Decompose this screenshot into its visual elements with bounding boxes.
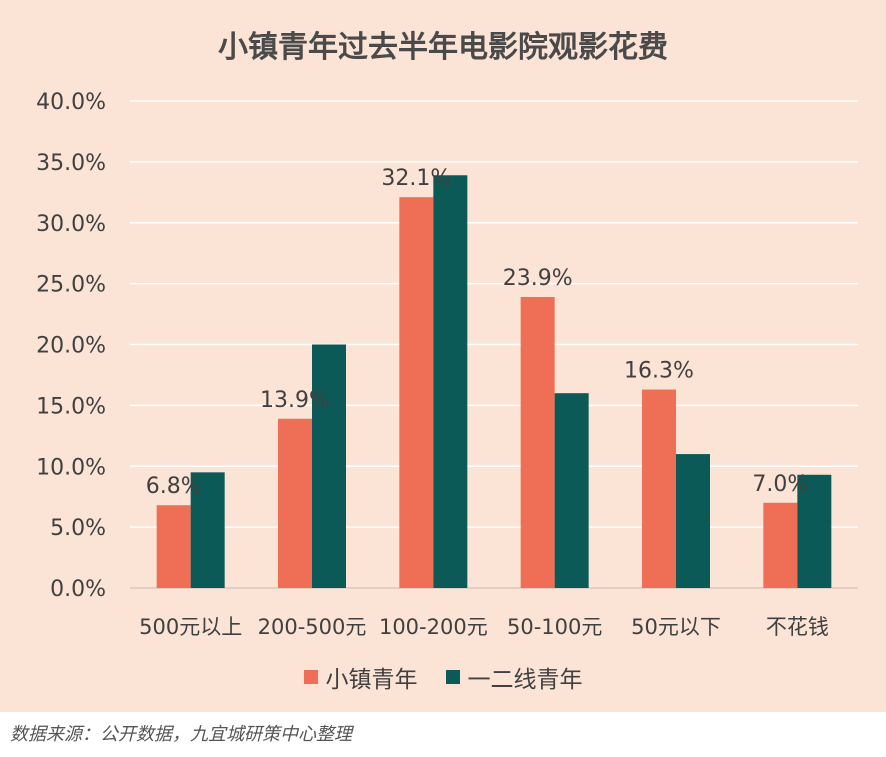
y-tick-label: 30.0% [36,212,106,237]
bar-tier12 [312,344,346,588]
y-tick-label: 40.0% [36,90,106,115]
data-label: 23.9% [503,266,573,291]
data-label: 6.8% [146,474,202,499]
x-tick-label: 500元以上 [139,615,242,639]
data-label: 7.0% [752,472,808,497]
bar-small-town [642,389,676,588]
y-tick-label: 25.0% [36,273,106,298]
bar-small-town [399,197,434,588]
x-tick-label: 50元以下 [631,615,721,639]
x-tick-label: 不花钱 [766,615,829,639]
y-tick-label: 0.0% [50,577,106,602]
y-tick-label: 5.0% [50,516,106,541]
bar-small-town [156,505,191,588]
legend-item-small-town: 小镇青年 [303,660,418,694]
data-label: 13.9% [260,388,330,413]
bar-tier12 [797,474,832,588]
legend-label-tier12: 一二线青年 [467,667,583,693]
x-tick-label: 100-200元 [379,615,488,639]
legend: 小镇青年 一二线青年 [0,660,886,694]
bar-tier12 [676,454,710,588]
legend-label-small-town: 小镇青年 [325,667,418,693]
x-tick-label: 50-100元 [507,615,602,639]
x-tick-label: 200-500元 [258,615,367,639]
legend-swatch-small-town [303,670,318,684]
bar-tier12 [433,175,468,588]
y-tick-label: 15.0% [36,394,106,419]
data-label: 32.1% [381,166,451,191]
bar-tier12 [190,472,225,588]
chart-title: 小镇青年过去半年电影院观影花费 [218,30,668,65]
bar-small-town [520,297,555,588]
data-label: 16.3% [624,359,694,384]
legend-item-tier12: 一二线青年 [445,660,583,694]
bar-small-town [278,418,312,588]
bar-chart: 0.0% 5.0% 10.0% 15.0% 20.0% 25.0% 30.0% 35.0% 40… [36,90,858,639]
legend-swatch-tier12 [445,670,460,684]
bar-tier12 [554,393,589,588]
y-tick-label: 35.0% [36,151,106,176]
bar-small-town [763,502,798,588]
y-tick-label: 20.0% [36,334,106,359]
source-note: 数据来源：公开数据，九宜城研策中心整理 [10,724,352,745]
y-tick-label: 10.0% [36,455,106,480]
